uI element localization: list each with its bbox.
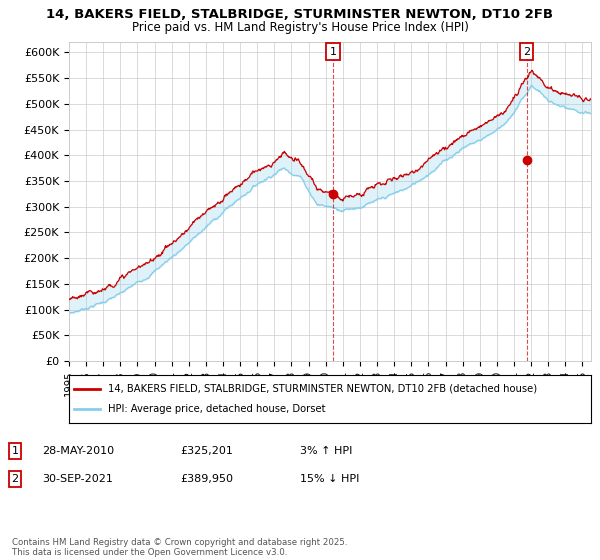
Text: 1: 1 xyxy=(329,46,337,57)
Text: £325,201: £325,201 xyxy=(180,446,233,456)
Text: Contains HM Land Registry data © Crown copyright and database right 2025.
This d: Contains HM Land Registry data © Crown c… xyxy=(12,538,347,557)
Text: HPI: Average price, detached house, Dorset: HPI: Average price, detached house, Dors… xyxy=(108,404,326,414)
Text: 2: 2 xyxy=(523,46,530,57)
Text: 14, BAKERS FIELD, STALBRIDGE, STURMINSTER NEWTON, DT10 2FB: 14, BAKERS FIELD, STALBRIDGE, STURMINSTE… xyxy=(47,8,554,21)
Text: £389,950: £389,950 xyxy=(180,474,233,484)
Text: 2: 2 xyxy=(11,474,19,484)
Text: 15% ↓ HPI: 15% ↓ HPI xyxy=(300,474,359,484)
Text: 28-MAY-2010: 28-MAY-2010 xyxy=(42,446,114,456)
Text: 14, BAKERS FIELD, STALBRIDGE, STURMINSTER NEWTON, DT10 2FB (detached house): 14, BAKERS FIELD, STALBRIDGE, STURMINSTE… xyxy=(108,384,537,394)
Text: 30-SEP-2021: 30-SEP-2021 xyxy=(42,474,113,484)
Text: Price paid vs. HM Land Registry's House Price Index (HPI): Price paid vs. HM Land Registry's House … xyxy=(131,21,469,34)
Text: 3% ↑ HPI: 3% ↑ HPI xyxy=(300,446,352,456)
Text: 1: 1 xyxy=(11,446,19,456)
